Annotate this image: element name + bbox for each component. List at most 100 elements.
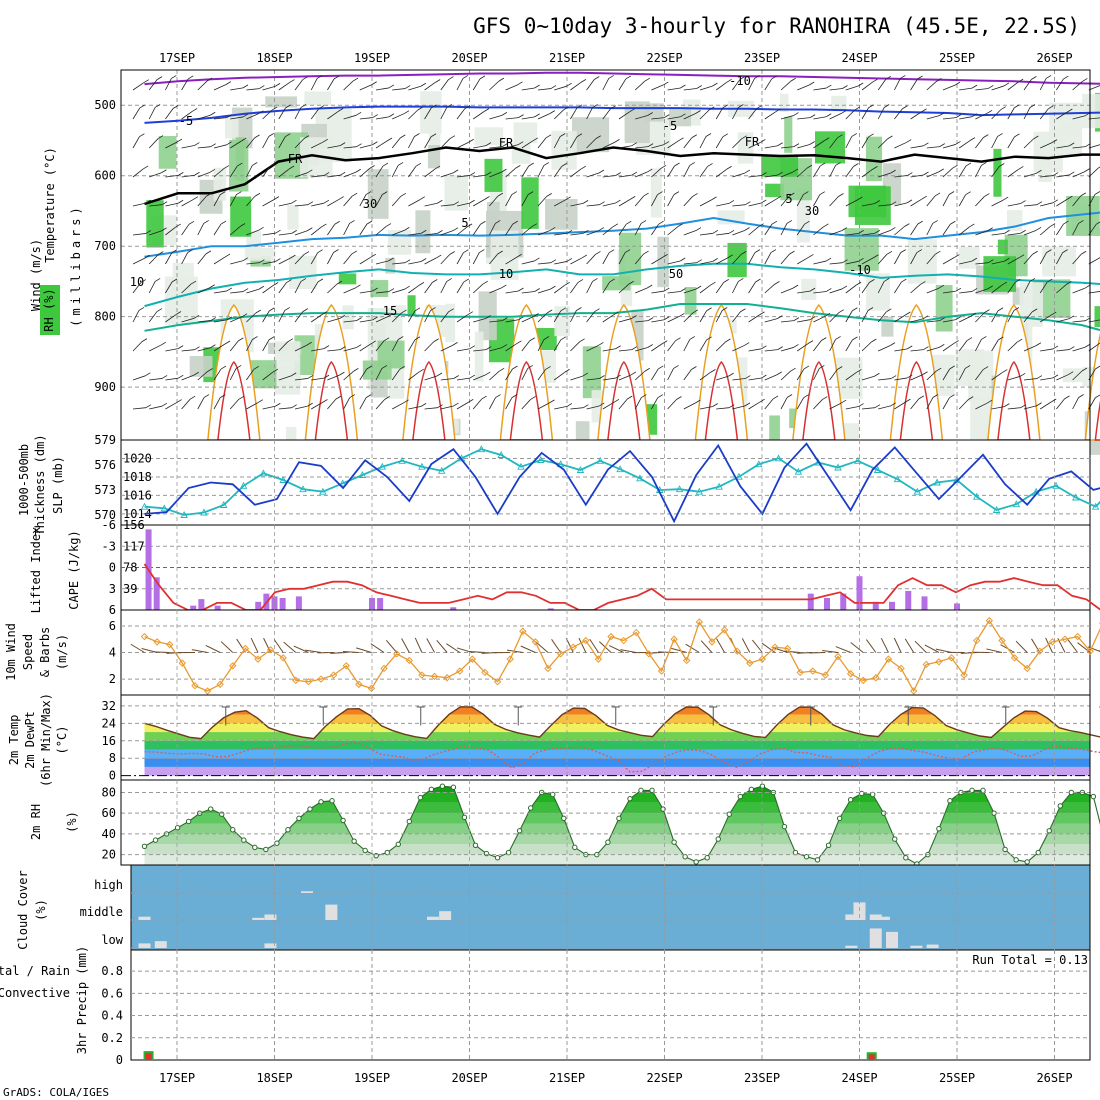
barb	[678, 137, 684, 142]
temp-label: 2m DewPt	[23, 711, 37, 769]
barb	[692, 193, 698, 197]
barb	[570, 257, 583, 265]
barb	[1007, 375, 1021, 381]
wind-speed-marker	[544, 664, 552, 673]
date-label-top: 23SEP	[744, 51, 780, 65]
wind-speed-marker	[733, 647, 741, 655]
y-tick-slp: 1020	[123, 451, 152, 465]
barb	[732, 405, 746, 410]
barb	[359, 256, 372, 265]
barb	[521, 226, 533, 236]
barb	[845, 166, 854, 178]
barb	[780, 80, 791, 91]
barb	[327, 398, 337, 410]
barb	[901, 278, 907, 283]
rh-patch	[761, 156, 799, 177]
barb	[383, 337, 390, 342]
rh-marker	[494, 855, 501, 861]
barb	[161, 227, 167, 232]
barb	[643, 192, 649, 197]
barb	[160, 341, 167, 346]
y-tick-upper: 900	[94, 380, 116, 394]
barb	[628, 280, 634, 285]
barb	[910, 111, 922, 120]
barb	[359, 117, 373, 120]
barb	[424, 310, 431, 323]
barb	[481, 395, 487, 400]
barb	[505, 256, 517, 265]
barb	[813, 399, 823, 410]
barb	[262, 109, 273, 120]
barb	[327, 111, 339, 120]
barb	[1047, 278, 1053, 283]
barb	[440, 378, 454, 381]
contour-label: 5	[461, 216, 468, 230]
barb	[456, 78, 464, 91]
barb	[334, 220, 340, 225]
barb	[1081, 367, 1088, 372]
barb	[505, 117, 519, 120]
date-label-top: 26SEP	[1036, 51, 1072, 65]
thickness-line-marker	[220, 501, 228, 508]
barb	[408, 232, 422, 236]
barb	[845, 109, 856, 120]
barb	[615, 172, 621, 176]
upper-axis-label-temp: Temperature (°C)	[43, 147, 57, 263]
barb	[343, 114, 357, 120]
barb	[521, 291, 535, 294]
barb	[570, 202, 584, 207]
barb	[602, 142, 615, 149]
wind-label: (m/s)	[55, 634, 69, 670]
rh-patch	[571, 117, 610, 153]
rh-patch	[444, 174, 469, 211]
barb	[1029, 278, 1036, 282]
barb	[259, 85, 265, 89]
rh-marker	[406, 818, 413, 825]
barb	[230, 316, 243, 323]
barb	[780, 146, 794, 149]
barb	[602, 314, 614, 323]
cape-bar	[954, 603, 960, 610]
barb	[804, 220, 810, 225]
rh-marker	[428, 786, 435, 793]
rh-marker	[362, 847, 368, 854]
barb	[809, 81, 815, 86]
date-label-top: 17SEP	[159, 51, 195, 65]
barb	[149, 230, 162, 236]
barb	[789, 250, 795, 255]
barb	[355, 284, 361, 289]
barb	[495, 394, 501, 398]
barb	[327, 318, 341, 323]
barb	[549, 399, 555, 404]
barb	[236, 191, 242, 195]
barb	[501, 168, 507, 173]
wind-speed-marker	[229, 662, 237, 670]
barb	[624, 249, 631, 253]
barb	[592, 104, 598, 108]
barb	[511, 394, 518, 398]
barb	[385, 223, 392, 227]
rh-patch	[415, 210, 431, 254]
rh-marker	[726, 811, 732, 817]
wind-speed-marker	[922, 660, 931, 669]
barb	[894, 142, 907, 149]
cape-bar	[153, 577, 160, 610]
barb	[643, 250, 649, 255]
barb	[764, 398, 774, 410]
barb	[456, 348, 470, 352]
date-label-top: 22SEP	[646, 51, 682, 65]
barb	[602, 377, 616, 381]
barb	[311, 175, 325, 178]
barb	[586, 172, 600, 178]
barb	[577, 279, 584, 283]
barb	[618, 252, 626, 265]
barb	[922, 315, 929, 320]
y-tick-cape: 39	[123, 582, 137, 596]
barb	[434, 79, 441, 83]
warm-isotherm	[304, 303, 359, 441]
barb	[501, 284, 507, 289]
barb	[845, 372, 857, 381]
barb	[534, 113, 540, 118]
rh-patch	[388, 360, 405, 399]
barb	[1069, 346, 1075, 350]
